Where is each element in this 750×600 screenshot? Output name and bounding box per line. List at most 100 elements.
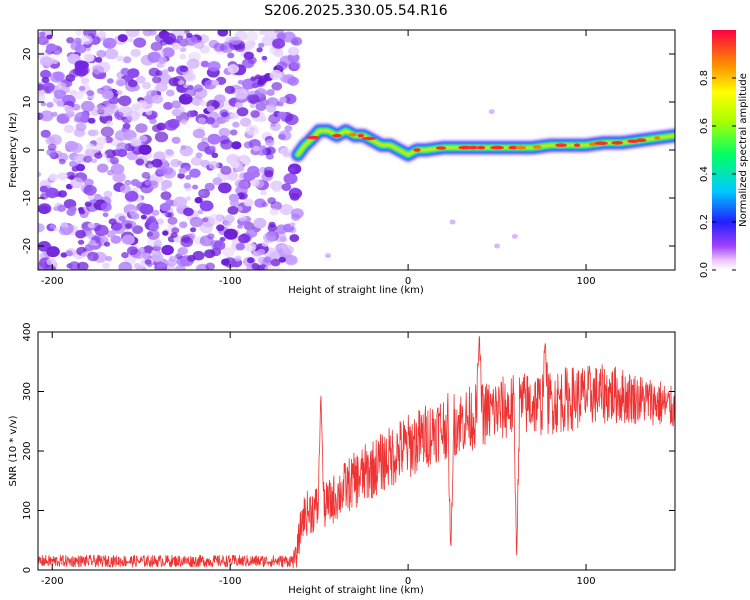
noise-blob (204, 84, 210, 90)
noise-blob (243, 40, 255, 50)
noise-blob (230, 160, 240, 169)
noise-blob (110, 163, 125, 175)
noise-blob (107, 103, 119, 113)
noise-blob (74, 155, 81, 161)
noise-blob (287, 76, 299, 86)
noise-blob (227, 64, 239, 74)
noise-blob (171, 136, 181, 144)
spectrogram-plot-area (38, 30, 675, 270)
spectrogram-y-ticks: -20 -10 0 10 20 (22, 48, 675, 254)
noise-blob (151, 158, 163, 168)
noise-blob (79, 86, 86, 91)
noise-blob (118, 261, 133, 270)
noise-blob (147, 164, 154, 169)
noise-blob (162, 230, 169, 236)
snr-panel: -200 -100 0 100 0 100 200 300 400 Height of str… (8, 322, 676, 596)
noise-blob (51, 111, 58, 117)
noise-blob (58, 227, 69, 236)
noise-blob (117, 79, 126, 87)
noise-blob (75, 229, 86, 239)
noise-blob (243, 198, 254, 207)
noise-blob (162, 72, 169, 78)
noise-blob (94, 224, 109, 236)
ridge-hotspot (594, 141, 608, 145)
noise-blob (148, 215, 157, 222)
noise-blob (179, 221, 188, 229)
noise-blob (97, 72, 107, 80)
noise-blob (177, 246, 189, 256)
noise-blob (264, 30, 276, 39)
noise-blob (200, 60, 210, 68)
noise-blob (261, 55, 268, 61)
noise-blob (265, 139, 275, 147)
noise-blob (263, 256, 272, 264)
noise-blob (205, 117, 216, 125)
noise-blob (280, 244, 287, 250)
noise-blob (261, 202, 268, 208)
noise-blob (68, 160, 78, 168)
noise-blob (245, 125, 259, 136)
noise-blob (147, 51, 162, 63)
y-tick-label: 10 (22, 96, 33, 109)
noise-blob (184, 72, 196, 82)
noise-blob (250, 179, 260, 187)
noise-blob (284, 125, 293, 132)
noise-blob (46, 258, 57, 266)
noise-blob (49, 224, 56, 229)
noise-blob (274, 266, 282, 270)
noise-blob (257, 248, 266, 256)
noise-blob (266, 153, 274, 160)
noise-blob (250, 110, 260, 118)
noise-blob (289, 193, 300, 201)
noise-blob (207, 61, 221, 72)
noise-blob (206, 105, 215, 113)
noise-blob (266, 104, 277, 113)
noise-blob (207, 133, 221, 145)
noise-blob (167, 258, 177, 267)
noise-blob (136, 75, 146, 84)
noise-blob (126, 246, 138, 256)
noise-blob (223, 228, 238, 240)
noise-blob (249, 103, 256, 108)
y-tick-label: 400 (22, 322, 33, 341)
noise-blob (170, 232, 178, 238)
noise-blob (57, 172, 68, 181)
noise-blob (167, 212, 174, 218)
noise-blob (269, 208, 279, 216)
noise-blob (229, 129, 238, 136)
y-tick-label: -20 (22, 238, 33, 254)
noise-blob (218, 182, 232, 194)
y-tick-label: 20 (22, 48, 33, 61)
noise-blob (228, 193, 240, 203)
noise-blob (177, 172, 185, 179)
noise-blob (222, 116, 230, 123)
noise-blob (234, 101, 243, 109)
noise-blob (281, 183, 292, 192)
noise-blob (127, 37, 134, 43)
noise-blob (258, 42, 265, 48)
noise-blob (53, 89, 67, 100)
noise-blob (163, 101, 173, 110)
noise-blob (148, 222, 160, 232)
noise-blob (121, 234, 135, 245)
noise-blob (211, 152, 219, 158)
noise-blob (162, 32, 176, 44)
noise-blob (204, 249, 216, 259)
snr-series-line (38, 335, 675, 569)
noise-blob (58, 158, 66, 165)
noise-blob (186, 110, 196, 118)
noise-blob (133, 37, 147, 48)
noise-blob (80, 77, 90, 85)
noise-blob (269, 251, 281, 260)
noise-blob (46, 102, 54, 108)
noise-blob (243, 221, 255, 231)
noise-blob (125, 223, 132, 229)
noise-blob (43, 264, 57, 270)
noise-blob (180, 119, 188, 125)
noise-blob (126, 30, 140, 38)
noise-blob (131, 212, 140, 220)
noise-blob (145, 109, 153, 116)
noise-blob (152, 76, 162, 84)
noise-blob (83, 155, 93, 163)
noise-blob (119, 184, 131, 194)
